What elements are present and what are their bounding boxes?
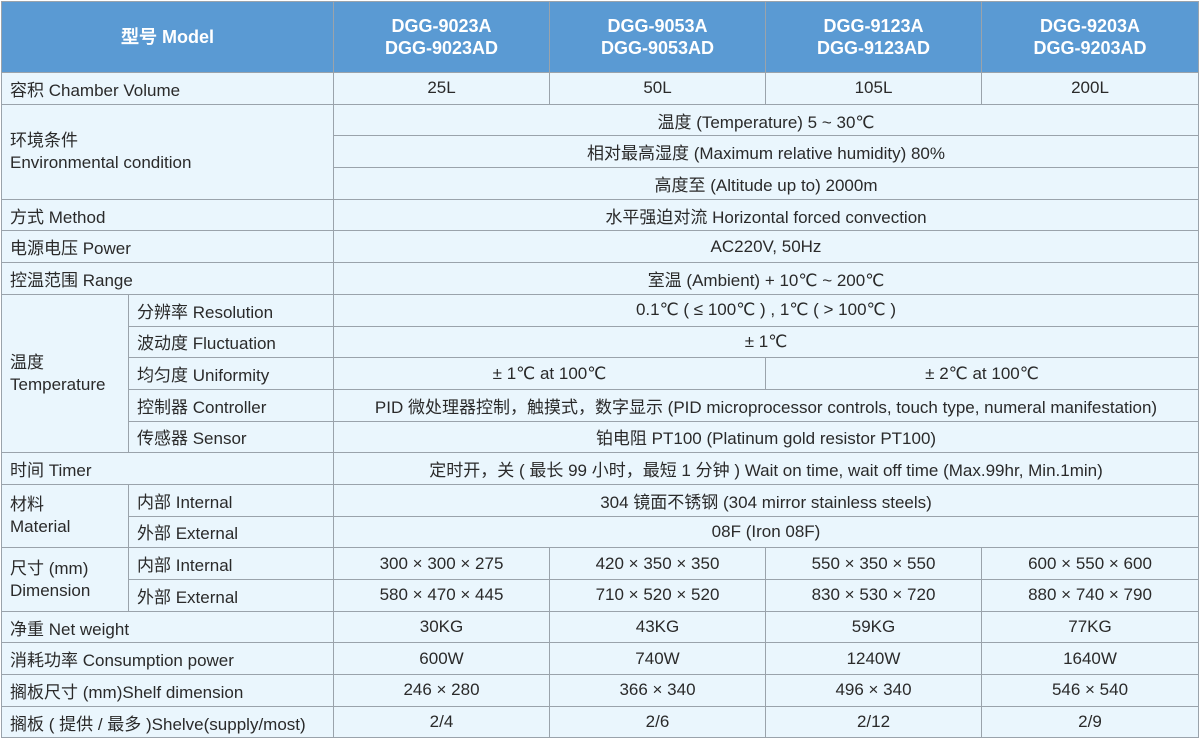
cell: 59KG — [765, 610, 982, 644]
cell: ± 2℃ at 100℃ — [765, 357, 1199, 390]
cell: 08F (Iron 08F) — [333, 515, 1199, 549]
row-label: 材料 Material — [1, 483, 129, 549]
row-label: 控温范围 Range — [1, 262, 334, 295]
cell: 304 镜面不锈钢 (304 mirror stainless steels) — [333, 483, 1199, 517]
row-label: 容积 Chamber Volume — [1, 72, 334, 105]
cell: 2/6 — [549, 705, 766, 739]
table-row: 时间 Timer 定时开，关 ( 最长 99 小时，最短 1 分钟 ) Wait… — [1, 452, 1199, 485]
cell: 246 × 280 — [333, 674, 550, 707]
cell: 600W — [333, 642, 550, 676]
table-row: 材料 Material 内部 Internal 304 镜面不锈钢 (304 m… — [1, 483, 1199, 549]
cell: 420 × 350 × 350 — [549, 547, 766, 580]
sub-label: 内部 Internal — [128, 483, 334, 517]
cell: 水平强迫对流 Horizontal forced convection — [333, 198, 1199, 232]
cell: 600 × 550 × 600 — [981, 547, 1199, 580]
cell: 0.1℃ ( ≤ 100℃ ) , 1℃ ( > 100℃ ) — [333, 293, 1199, 327]
cell: 定时开，关 ( 最长 99 小时，最短 1 分钟 ) Wait on time,… — [333, 452, 1199, 485]
cell: 880 × 740 × 790 — [981, 579, 1199, 612]
cell: 366 × 340 — [549, 674, 766, 707]
table-row: 外部 External 08F (Iron 08F) — [2, 515, 1199, 549]
sub-label: 外部 External — [128, 579, 334, 612]
cell: 高度至 (Altitude up to) 2000m — [333, 167, 1199, 200]
row-label: 电源电压 Power — [1, 230, 334, 264]
sub-label: 内部 Internal — [128, 547, 334, 580]
cell: 温度 (Temperature) 5 ~ 30℃ — [333, 103, 1199, 137]
cell: 43KG — [549, 610, 766, 644]
cell: 300 × 300 × 275 — [333, 547, 550, 580]
row-label: 净重 Net weight — [1, 610, 334, 644]
model-header: 型号 Model — [1, 1, 334, 73]
cell: PID 微处理器控制，触摸式，数字显示 (PID microprocessor … — [333, 388, 1199, 422]
row-label: 搁板 ( 提供 / 最多 )Shelve(supply/most) — [1, 705, 334, 739]
cell: 30KG — [333, 610, 550, 644]
cell: 200L — [981, 72, 1199, 105]
table-row: 控制器 Controller PID 微处理器控制，触摸式，数字显示 (PID … — [2, 388, 1199, 422]
table-row: 相对最高湿度 (Maximum relative humidity) 80% — [2, 135, 1199, 169]
cell: 2/9 — [981, 705, 1199, 739]
table-row: 电源电压 Power AC220V, 50Hz — [1, 230, 1199, 264]
table-row: 环境条件 Environmental condition 温度 (Tempera… — [1, 103, 1199, 200]
row-label: 时间 Timer — [1, 452, 334, 485]
table-row: 方式 Method 水平强迫对流 Horizontal forced conve… — [1, 198, 1199, 232]
table-row: 波动度 Fluctuation ± 1℃ — [2, 325, 1199, 359]
cell: 1640W — [981, 642, 1199, 676]
cell: 铂电阻 PT100 (Platinum gold resistor PT100) — [333, 420, 1199, 454]
sub-label: 控制器 Controller — [128, 388, 334, 422]
sub-label: 传感器 Sensor — [128, 420, 334, 454]
table-row: 容积 Chamber Volume 25L 50L 105L 200L — [1, 72, 1199, 105]
table-row: 搁板 ( 提供 / 最多 )Shelve(supply/most) 2/4 2/… — [1, 705, 1199, 739]
row-label: 环境条件 Environmental condition — [1, 103, 334, 200]
cell: 2/4 — [333, 705, 550, 739]
row-label: 消耗功率 Consumption power — [1, 642, 334, 676]
cell: 580 × 470 × 445 — [333, 579, 550, 612]
table-row: 消耗功率 Consumption power 600W 740W 1240W 1… — [1, 642, 1199, 676]
cell: 830 × 530 × 720 — [765, 579, 982, 612]
cell: 50L — [549, 72, 766, 105]
sub-label: 波动度 Fluctuation — [128, 325, 334, 359]
table-row: 搁板尺寸 (mm)Shelf dimension 246 × 280 366 ×… — [1, 674, 1199, 707]
table-row: 尺寸 (mm) Dimension 内部 Internal 300 × 300 … — [1, 547, 1199, 612]
cell: ± 1℃ at 100℃ — [333, 357, 766, 390]
table-row: 净重 Net weight 30KG 43KG 59KG 77KG — [1, 610, 1199, 644]
cell: 710 × 520 × 520 — [549, 579, 766, 612]
cell: 77KG — [981, 610, 1199, 644]
table-row: 外部 External 580 × 470 × 445 710 × 520 × … — [2, 579, 1199, 612]
cell: 2/12 — [765, 705, 982, 739]
cell: 105L — [765, 72, 982, 105]
sub-label: 外部 External — [128, 515, 334, 549]
cell: ± 1℃ — [333, 325, 1199, 359]
model-header-cell: DGG-9123A DGG-9123AD — [765, 1, 982, 73]
row-label: 方式 Method — [1, 198, 334, 232]
row-label: 尺寸 (mm) Dimension — [1, 547, 129, 612]
cell: AC220V, 50Hz — [333, 230, 1199, 264]
cell: 25L — [333, 72, 550, 105]
cell: 496 × 340 — [765, 674, 982, 707]
model-header-cell: DGG-9203A DGG-9203AD — [981, 1, 1199, 73]
model-header-cell: DGG-9053A DGG-9053AD — [549, 1, 766, 73]
cell: 1240W — [765, 642, 982, 676]
row-label: 温度 Temperature — [1, 293, 129, 454]
cell: 550 × 350 × 550 — [765, 547, 982, 580]
table-row: 均匀度 Uniformity ± 1℃ at 100℃ ± 2℃ at 100℃ — [2, 357, 1199, 390]
cell: 相对最高湿度 (Maximum relative humidity) 80% — [333, 135, 1199, 169]
table-row: 温度 Temperature 分辨率 Resolution 0.1℃ ( ≤ 1… — [1, 293, 1199, 454]
cell: 546 × 540 — [981, 674, 1199, 707]
model-header-cell: DGG-9023A DGG-9023AD — [333, 1, 550, 73]
row-label: 搁板尺寸 (mm)Shelf dimension — [1, 674, 334, 707]
sub-label: 分辨率 Resolution — [128, 293, 334, 327]
sub-label: 均匀度 Uniformity — [128, 357, 334, 390]
table-row: 传感器 Sensor 铂电阻 PT100 (Platinum gold resi… — [2, 420, 1199, 454]
cell: 740W — [549, 642, 766, 676]
table-row: 控温范围 Range 室温 (Ambient) + 10℃ ~ 200℃ — [1, 262, 1199, 295]
cell: 室温 (Ambient) + 10℃ ~ 200℃ — [333, 262, 1199, 295]
header-row: 型号 Model DGG-9023A DGG-9023AD DGG-9053A … — [1, 1, 1199, 73]
